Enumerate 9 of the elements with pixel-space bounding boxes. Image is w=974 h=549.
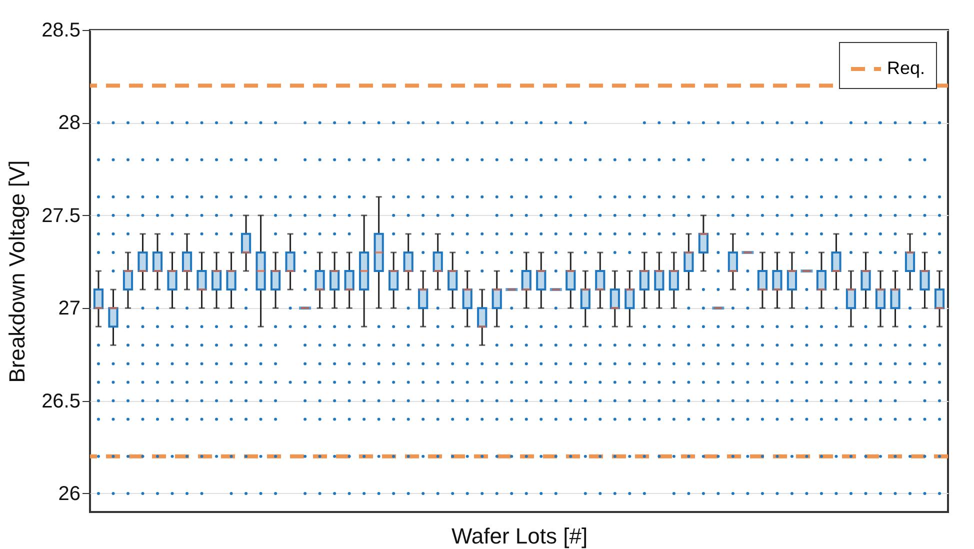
- y-tick-label: 26.5: [42, 390, 80, 412]
- x-axis-title: Wafer Lots [#]: [451, 524, 588, 548]
- y-tick-label: 27: [58, 298, 80, 320]
- y-axis-title: Breakdown Voltage [V]: [4, 160, 30, 383]
- y-tick-label: 26: [58, 482, 80, 505]
- y-tick-label: 28.5: [42, 20, 80, 42]
- legend-label: Req.: [887, 58, 926, 78]
- y-tick-label: 28: [58, 112, 80, 134]
- y-tick-label: 27.5: [42, 204, 80, 227]
